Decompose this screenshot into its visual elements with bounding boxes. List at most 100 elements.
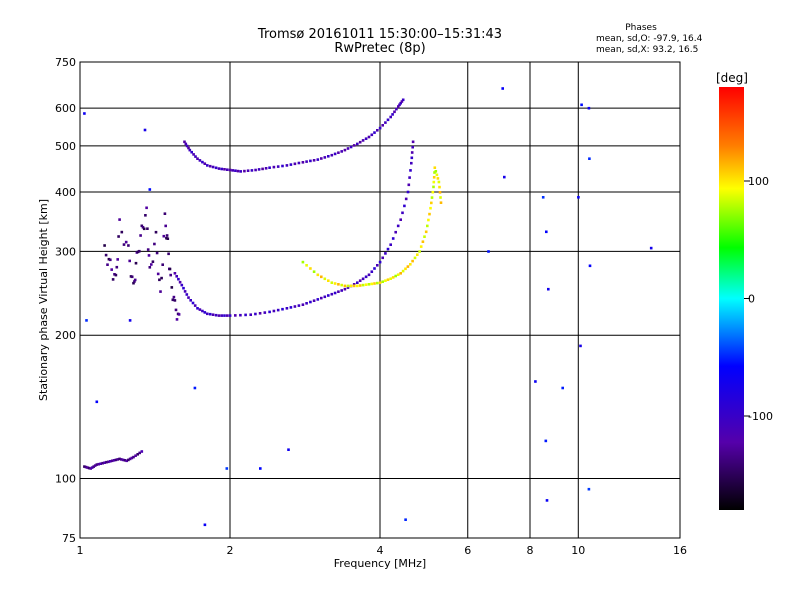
data-point	[381, 280, 384, 283]
data-point	[141, 226, 145, 229]
data-point	[254, 312, 257, 316]
grid-lines	[80, 62, 680, 538]
data-point	[246, 169, 250, 172]
data-point	[401, 269, 405, 273]
data-point	[373, 131, 376, 134]
data-point	[118, 457, 121, 461]
data-point	[121, 458, 125, 462]
data-point	[84, 465, 88, 469]
data-point	[349, 284, 353, 288]
data-point	[138, 451, 141, 455]
data-point	[142, 227, 146, 231]
data-point	[116, 258, 119, 261]
data-point	[358, 279, 362, 282]
data-point	[397, 105, 400, 108]
colorbar-label: [deg]	[716, 71, 748, 85]
data-point	[104, 253, 108, 257]
data-point	[384, 252, 387, 255]
series-upper-f2-trace-o-	[183, 98, 405, 173]
data-point	[99, 462, 102, 465]
data-point	[340, 289, 343, 292]
data-point	[376, 264, 379, 267]
data-point	[309, 300, 312, 304]
data-point	[579, 344, 582, 348]
y-tick-label: 750	[55, 56, 76, 69]
y-tick-label: 500	[55, 140, 76, 153]
data-point	[309, 267, 312, 270]
data-point	[206, 164, 209, 167]
data-point	[173, 299, 177, 302]
x-tick-label: 2	[227, 544, 234, 557]
data-point	[432, 176, 436, 179]
data-point	[327, 279, 330, 282]
data-point	[320, 275, 323, 279]
data-point	[330, 153, 334, 157]
data-point	[343, 284, 347, 288]
data-point	[115, 265, 119, 269]
data-point	[193, 386, 197, 390]
data-point	[426, 224, 429, 228]
data-point	[588, 157, 591, 160]
data-point	[356, 284, 359, 288]
data-point	[167, 252, 170, 256]
data-point	[356, 142, 359, 146]
data-point	[250, 169, 254, 172]
data-point	[409, 263, 412, 266]
data-point	[386, 118, 390, 122]
data-point	[541, 196, 545, 199]
data-point	[364, 275, 368, 279]
data-point	[177, 313, 181, 316]
data-point	[153, 242, 156, 246]
data-point	[427, 218, 430, 222]
stats-line-o: mean, sd,O: -97.9, 16.4	[596, 34, 703, 44]
data-point	[189, 299, 192, 302]
data-point	[127, 244, 130, 247]
data-point	[406, 265, 410, 268]
data-point	[394, 274, 397, 278]
data-point	[423, 235, 426, 238]
data-point	[378, 126, 382, 130]
data-point	[287, 448, 290, 451]
data-point	[239, 313, 242, 317]
data-point	[421, 240, 425, 243]
data-point	[117, 235, 120, 238]
data-point	[249, 313, 252, 316]
x-tick-label: 4	[377, 544, 384, 557]
data-point	[228, 314, 232, 317]
data-point	[144, 214, 147, 217]
data-point	[327, 294, 330, 297]
data-point	[399, 101, 402, 105]
data-point	[196, 157, 199, 160]
data-point	[147, 254, 151, 257]
data-point	[89, 467, 92, 470]
data-point	[400, 100, 404, 103]
data-point	[214, 166, 218, 170]
data-point	[145, 206, 148, 210]
data-point	[225, 467, 229, 470]
data-point	[223, 314, 226, 317]
data-point	[124, 240, 128, 244]
data-point	[413, 256, 417, 260]
x-tick-label: 10	[571, 544, 585, 557]
data-point	[148, 188, 152, 191]
data-point	[391, 113, 394, 116]
data-point	[435, 173, 439, 177]
data-point	[393, 110, 396, 114]
data-point	[109, 460, 112, 463]
data-point	[184, 142, 188, 146]
data-point	[361, 277, 365, 281]
data-point	[401, 211, 404, 215]
data-point	[547, 287, 550, 291]
data-point	[333, 282, 337, 285]
data-point	[134, 261, 138, 265]
data-point	[156, 272, 160, 276]
chart-title: Tromsø 20161011 15:30:00–15:31:43	[257, 27, 502, 42]
data-point	[358, 284, 362, 287]
data-point	[203, 311, 207, 314]
data-point	[430, 201, 433, 205]
data-point	[201, 160, 204, 164]
data-point	[436, 177, 440, 180]
data-point	[162, 234, 166, 238]
data-point	[432, 185, 435, 189]
data-point	[386, 247, 390, 251]
